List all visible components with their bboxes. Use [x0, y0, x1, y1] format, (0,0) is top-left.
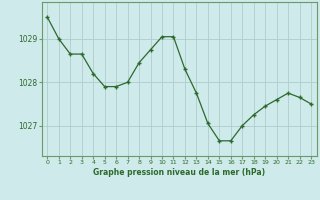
X-axis label: Graphe pression niveau de la mer (hPa): Graphe pression niveau de la mer (hPa) — [93, 168, 265, 177]
